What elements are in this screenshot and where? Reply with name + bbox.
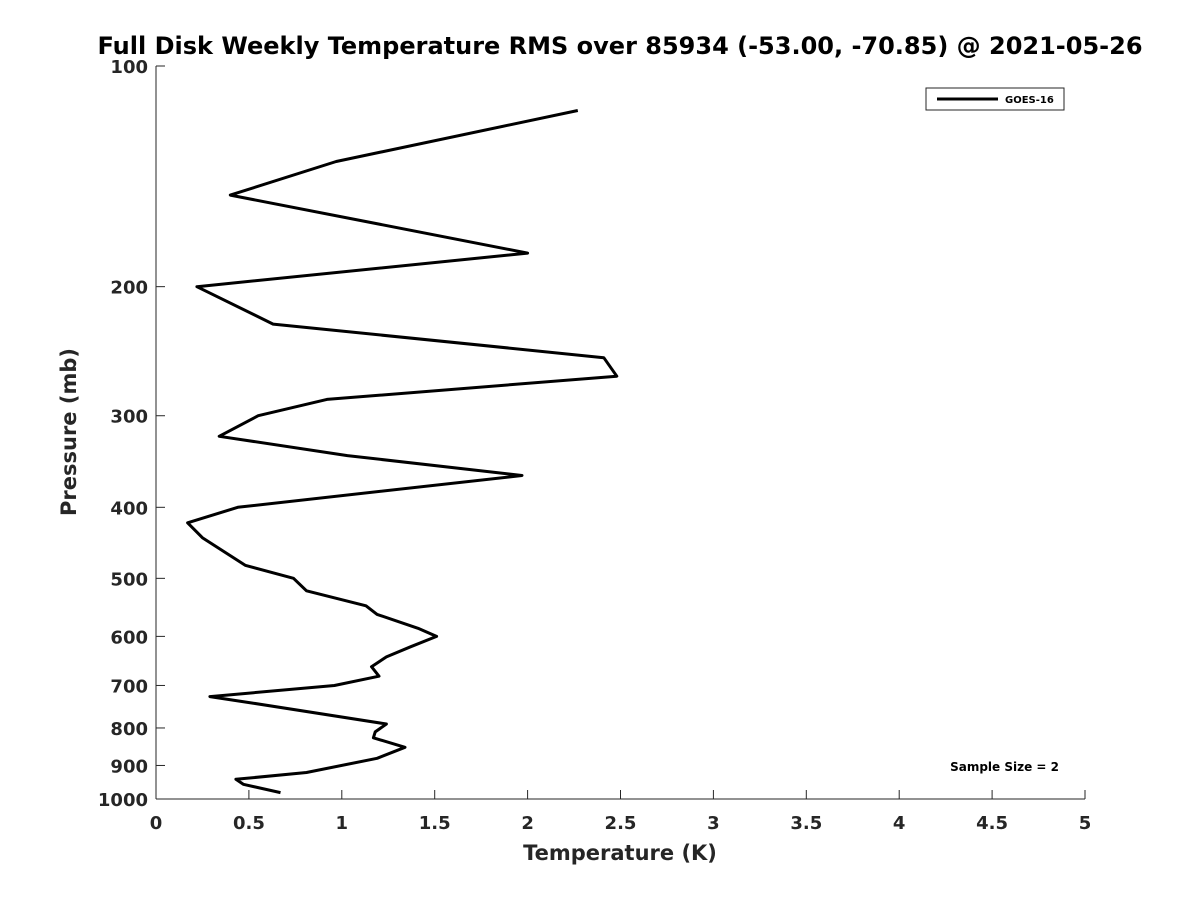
- y-tick-label: 900: [110, 756, 148, 777]
- x-tick-label: 4: [893, 813, 906, 834]
- y-tick-label: 500: [110, 569, 148, 590]
- y-tick-label: 200: [110, 278, 148, 299]
- series-line-goes-16: [186, 109, 619, 795]
- y-tick-label: 600: [110, 627, 148, 648]
- x-tick-label: 3.5: [790, 813, 822, 834]
- x-ticks: 0 0.5 1 1.5 2 2.5 3 3.5 4 4.5 5: [150, 790, 1092, 834]
- legend-label-goes-16: GOES-16: [1005, 95, 1054, 106]
- x-tick-label: 3: [707, 813, 720, 834]
- x-axis-label: Temperature (K): [523, 841, 717, 865]
- y-tick-label: 700: [110, 676, 148, 697]
- series-group: [186, 109, 619, 795]
- x-tick-label: 2.5: [605, 813, 637, 834]
- x-tick-label: 1.5: [419, 813, 451, 834]
- y-axis-label: Pressure (mb): [57, 348, 81, 516]
- y-tick-label: 300: [110, 407, 148, 428]
- sample-size-note: Sample Size = 2: [950, 760, 1059, 774]
- x-tick-label: 0.5: [233, 813, 265, 834]
- y-tick-label: 400: [110, 498, 148, 519]
- x-tick-label: 2: [521, 813, 534, 834]
- y-tick-label: 100: [110, 57, 148, 78]
- x-tick-label: 1: [336, 813, 349, 834]
- y-tick-label: 1000: [98, 790, 148, 811]
- chart-title: Full Disk Weekly Temperature RMS over 85…: [97, 32, 1142, 60]
- y-ticks: 100 200 300 400 500 600 700 800 900 1000: [98, 57, 165, 811]
- x-tick-label: 0: [150, 813, 163, 834]
- x-tick-label: 4.5: [976, 813, 1008, 834]
- legend: GOES-16: [925, 87, 1065, 111]
- x-tick-label: 5: [1079, 813, 1092, 834]
- y-tick-label: 800: [110, 719, 148, 740]
